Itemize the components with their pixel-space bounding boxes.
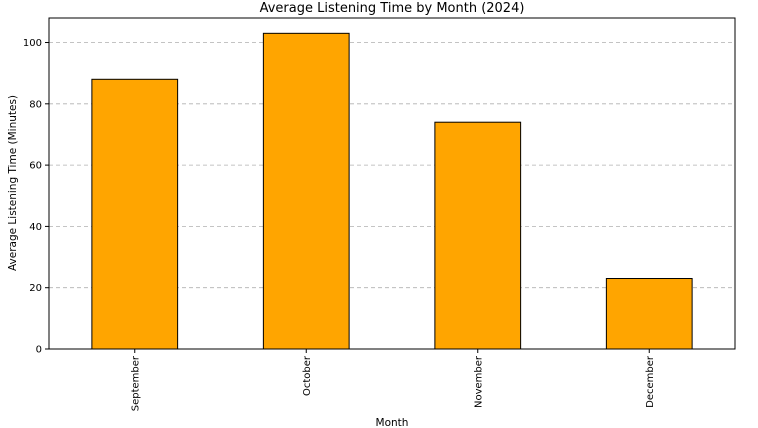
bar-september xyxy=(91,78,179,350)
y-tick-label: 40 xyxy=(29,222,42,233)
x-tick-label: September xyxy=(130,355,141,411)
bar-november xyxy=(434,121,522,350)
y-tick-label: 100 xyxy=(23,38,42,49)
bar-october xyxy=(262,32,350,350)
y-tick-label: 20 xyxy=(29,283,42,294)
x-tick-label: November xyxy=(473,355,484,408)
x-axis-ticks: September October November December xyxy=(130,349,656,411)
y-tick-label: 80 xyxy=(29,99,42,110)
x-axis-label: Month xyxy=(376,417,409,428)
x-tick-label: December xyxy=(645,355,656,408)
y-axis-ticks: 0 20 40 60 80 100 xyxy=(23,38,49,356)
bar-december xyxy=(605,278,693,350)
x-tick-label: October xyxy=(302,355,313,396)
y-axis-label: Average Listening Time (Minutes) xyxy=(7,95,19,271)
y-tick-label: 60 xyxy=(29,161,42,172)
y-tick-label: 0 xyxy=(36,345,42,356)
plot-frame xyxy=(48,17,736,350)
bars xyxy=(91,32,693,350)
chart-title: Average Listening Time by Month (2024) xyxy=(260,1,525,16)
